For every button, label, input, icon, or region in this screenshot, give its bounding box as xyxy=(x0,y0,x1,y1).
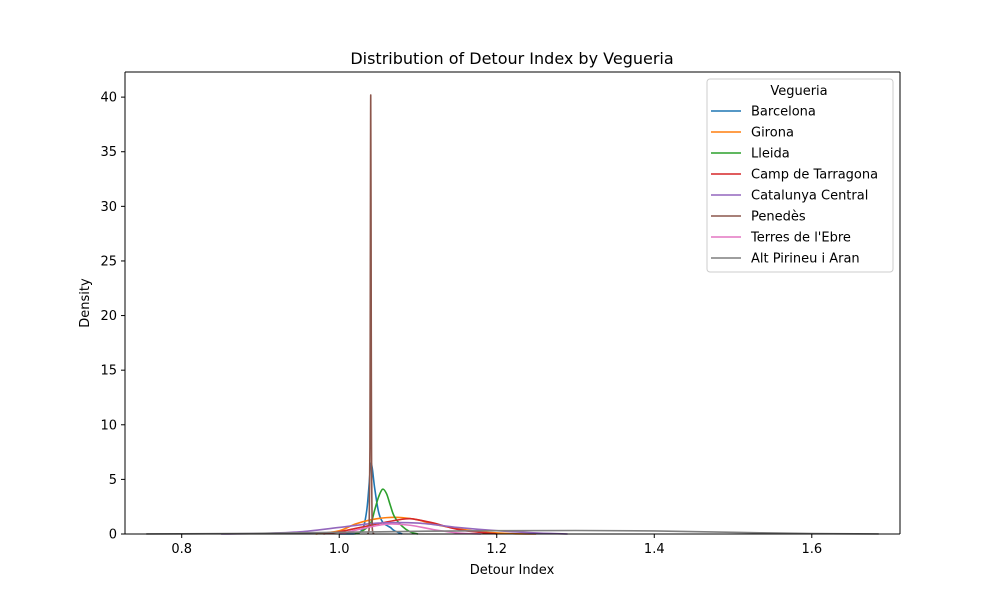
series-line xyxy=(339,523,482,535)
x-tick-label: 1.2 xyxy=(486,542,507,557)
legend-label: Terres de l'Ebre xyxy=(750,231,851,246)
y-tick-label: 30 xyxy=(100,200,117,215)
legend-label: Alt Pirineu i Aran xyxy=(751,252,860,267)
legend-items: Barcelona Girona Lleida Camp de Tarragona Ca… xyxy=(711,105,878,267)
legend-label: Lleida xyxy=(751,147,790,162)
legend: Vegueria Barcelona Girona Lleida Camp de Ta… xyxy=(706,78,894,273)
x-axis-label: Detour Index xyxy=(470,563,555,578)
series-line xyxy=(323,517,497,535)
series-layer xyxy=(146,94,879,535)
legend-box xyxy=(706,78,894,273)
y-tick-label: 35 xyxy=(100,145,117,160)
x-tick-label: 1.6 xyxy=(801,542,822,557)
y-tick-label: 20 xyxy=(100,309,117,324)
y-tick-label: 5 xyxy=(109,473,117,488)
y-axis-label: Density xyxy=(78,278,93,328)
series-line xyxy=(146,529,879,535)
x-axis-ticks: 0.8 1.0 1.2 1.4 1.6 xyxy=(171,534,822,557)
y-tick-label: 40 xyxy=(100,91,117,106)
y-tick-label: 25 xyxy=(100,254,117,269)
x-tick-label: 0.8 xyxy=(171,542,192,557)
series-line xyxy=(366,94,375,535)
legend-label: Penedès xyxy=(751,210,806,225)
legend-label: Barcelona xyxy=(751,105,816,120)
y-tick-label: 0 xyxy=(109,528,117,543)
legend-label: Girona xyxy=(751,126,794,141)
y-axis-ticks: 0 5 10 15 20 25 30 35 40 xyxy=(100,91,125,543)
x-tick-label: 1.4 xyxy=(644,542,665,557)
chart-title: Distribution of Detour Index by Vegueria xyxy=(350,49,673,68)
y-tick-label: 15 xyxy=(100,364,117,379)
legend-title: Vegueria xyxy=(770,84,827,99)
legend-label: Catalunya Central xyxy=(751,189,868,204)
plot-frame xyxy=(124,71,901,535)
y-tick-label: 10 xyxy=(100,418,117,433)
x-tick-label: 1.0 xyxy=(329,542,350,557)
legend-label: Camp de Tarragona xyxy=(751,168,878,183)
